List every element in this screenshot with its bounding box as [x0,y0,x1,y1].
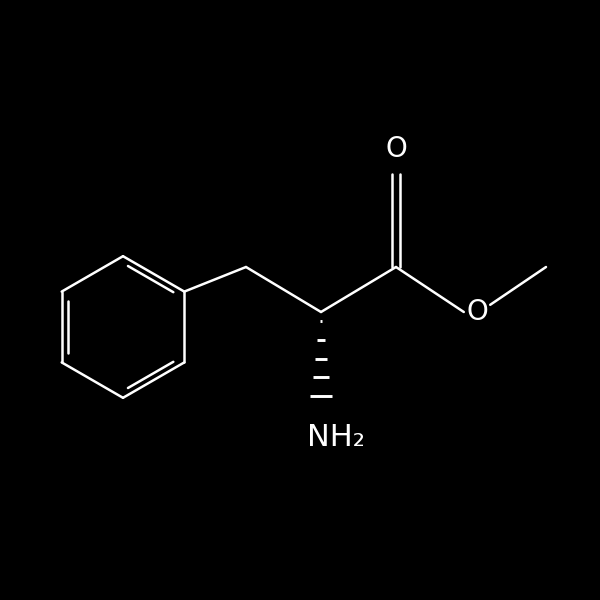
Text: O: O [385,135,407,163]
Text: NH₂: NH₂ [307,424,365,452]
Text: O: O [466,298,488,326]
